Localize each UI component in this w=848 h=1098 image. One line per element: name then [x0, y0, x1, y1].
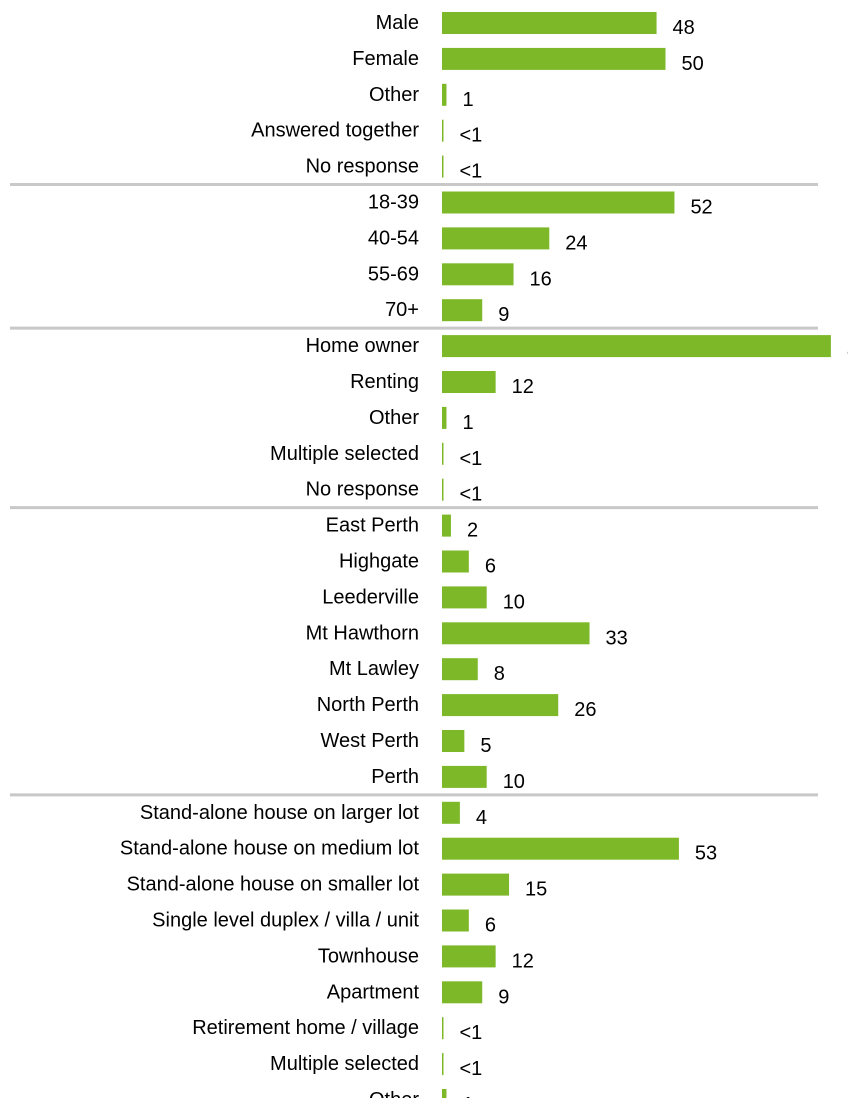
- category-label: Stand-alone house on smaller lot: [127, 874, 420, 896]
- bar-perth: [442, 765, 487, 788]
- bar-west-perth: [442, 730, 465, 752]
- bar-stand-alone-house-on-medium-lot: [442, 837, 679, 860]
- bar-no-response: [442, 155, 444, 178]
- bar-mt-hawthorn: [442, 622, 590, 645]
- value-label: 2: [467, 520, 478, 542]
- value-label: 10: [503, 771, 525, 793]
- bar-home-owner: [442, 335, 831, 358]
- category-label: 18-39: [368, 192, 419, 214]
- category-label: Home owner: [306, 335, 420, 357]
- bar-townhouse: [442, 945, 496, 968]
- bar-other: [442, 83, 447, 106]
- category-label: Renting: [350, 371, 419, 393]
- value-label: 6: [485, 915, 496, 937]
- bar-no-response: [442, 478, 444, 501]
- category-label: North Perth: [317, 694, 419, 716]
- category-label: Retirement home / village: [192, 1017, 419, 1039]
- value-label: 9: [498, 986, 509, 1008]
- bar-18-39: [442, 191, 675, 214]
- value-label: 24: [565, 232, 587, 254]
- value-label: <1: [460, 448, 483, 470]
- bar-apartment: [442, 981, 483, 1004]
- category-label: Other: [369, 1089, 419, 1098]
- bar-55-69: [442, 263, 514, 286]
- category-label: Mt Lawley: [329, 658, 419, 680]
- value-label: <1: [460, 1022, 483, 1044]
- category-label: Other: [369, 84, 419, 106]
- category-labels: Male Female Other Answered together No respo…: [120, 12, 420, 1098]
- bar-leederville: [442, 586, 487, 609]
- value-label: 26: [574, 699, 596, 721]
- value-label: 50: [682, 53, 704, 75]
- bar-stand-alone-house-on-larger-lot: [442, 801, 460, 824]
- category-label: Female: [352, 48, 419, 70]
- group-separators: [10, 183, 818, 797]
- bar-highgate: [442, 550, 469, 573]
- value-label: 1: [462, 412, 473, 434]
- bar-multiple-selected: [442, 442, 444, 465]
- bar-other: [442, 406, 447, 429]
- value-label: <1: [460, 1058, 483, 1080]
- value-label: 5: [480, 735, 491, 757]
- value-label: 87: [847, 340, 848, 362]
- bar-other: [442, 1089, 447, 1098]
- value-label: <1: [460, 161, 483, 183]
- category-label: Multiple selected: [270, 443, 419, 465]
- value-labels: 48501<1<1522416987121<1<1261033826510453…: [460, 17, 848, 1098]
- category-label: Answered together: [251, 120, 419, 142]
- category-label: Leederville: [322, 586, 419, 608]
- value-label: 6: [485, 556, 496, 578]
- category-label: Multiple selected: [270, 1053, 419, 1075]
- bar-multiple-selected: [442, 1053, 444, 1076]
- category-label: Stand-alone house on larger lot: [140, 802, 420, 824]
- bar-answered-together: [442, 119, 444, 142]
- bar-mt-lawley: [442, 658, 478, 681]
- bar-renting: [442, 371, 496, 393]
- bar-female: [442, 47, 666, 70]
- value-label: 53: [695, 843, 717, 865]
- value-label: 33: [606, 627, 628, 649]
- category-label: Male: [376, 12, 419, 34]
- category-label: West Perth: [320, 730, 419, 752]
- value-label: 12: [512, 376, 534, 398]
- bar-east-perth: [442, 514, 451, 537]
- category-label: East Perth: [326, 515, 419, 537]
- category-label: Stand-alone house on medium lot: [120, 838, 420, 860]
- bar-40-54: [442, 227, 550, 250]
- bar-retirement-home-village: [442, 1017, 444, 1040]
- value-label: <1: [460, 484, 483, 506]
- category-label: Townhouse: [318, 945, 419, 967]
- category-label: Other: [369, 407, 419, 429]
- category-label: Perth: [371, 766, 419, 788]
- category-label: Highgate: [339, 551, 419, 573]
- category-label: Apartment: [327, 981, 420, 1003]
- category-label: 40-54: [368, 227, 419, 249]
- bar-single-level-duplex-villa-unit: [442, 909, 469, 932]
- bar-north-perth: [442, 694, 559, 717]
- value-label: 52: [690, 197, 712, 219]
- value-label: 12: [512, 950, 534, 972]
- value-label: <1: [460, 125, 483, 147]
- value-label: 8: [494, 663, 505, 685]
- value-label: 9: [498, 304, 509, 326]
- category-label: Single level duplex / villa / unit: [152, 910, 419, 932]
- bar-male: [442, 12, 657, 34]
- value-label: 15: [525, 879, 547, 901]
- value-label: 4: [476, 807, 487, 829]
- value-label: 1: [462, 1094, 473, 1098]
- value-label: 16: [530, 268, 552, 290]
- category-label: 55-69: [368, 263, 419, 285]
- value-label: 10: [503, 591, 525, 613]
- bar-70: [442, 299, 483, 322]
- category-label: 70+: [385, 299, 419, 321]
- bar-stand-alone-house-on-smaller-lot: [442, 873, 510, 896]
- bars: [442, 12, 831, 1098]
- category-label: No response: [306, 479, 419, 501]
- value-label: 48: [673, 17, 695, 39]
- value-label: 1: [462, 89, 473, 111]
- category-label: No response: [306, 156, 419, 178]
- category-label: Mt Hawthorn: [306, 622, 419, 644]
